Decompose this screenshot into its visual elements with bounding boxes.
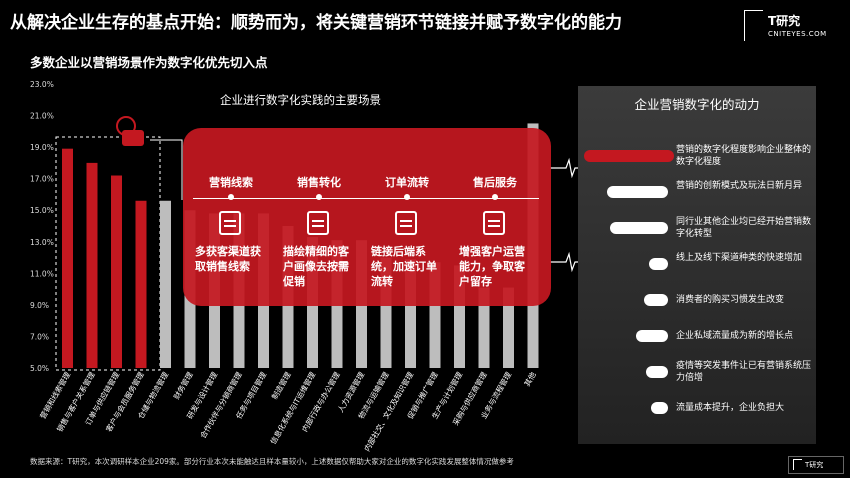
driver-label: 营销的数字化程度影响企业整体的数字化程度 bbox=[676, 145, 812, 167]
driver-bar bbox=[646, 366, 668, 378]
x-tick-label: 财务管理 bbox=[171, 370, 195, 401]
driver-bar bbox=[606, 186, 668, 198]
driver-bar bbox=[650, 402, 668, 414]
driver-bar bbox=[648, 258, 668, 270]
driver-label: 流量成本提升，企业负担大 bbox=[676, 403, 785, 413]
pulse-line-icon bbox=[550, 157, 580, 179]
driver-label: 营销的创新模式及玩法日新月异 bbox=[676, 181, 803, 191]
timeline-dot bbox=[228, 194, 234, 200]
bar bbox=[503, 287, 514, 368]
y-tick-label: 17.0% bbox=[30, 175, 54, 184]
scene-desc: 增强客户运营能力，争取客户留存 bbox=[459, 245, 525, 288]
y-tick-label: 5.0% bbox=[30, 364, 49, 373]
laptop-icon bbox=[303, 208, 333, 238]
logo-mark-icon bbox=[744, 10, 763, 41]
y-tick-label: 23.0% bbox=[30, 80, 54, 89]
driver-label: 疫情等突发事件让已有营销系统压力倍增 bbox=[676, 361, 812, 383]
scene-desc: 描绘精细的客户画像去按需促销 bbox=[283, 245, 349, 288]
bar bbox=[405, 259, 416, 368]
driver-bar bbox=[635, 330, 668, 342]
drivers-panel: 企业营销数字化的动力 营销的数字化程度影响企业整体的数字化程度营销的创新模式及玩… bbox=[578, 86, 816, 444]
driver-label: 消费者的购买习惯发生改变 bbox=[676, 295, 785, 305]
scene-name: 售后服务 bbox=[473, 176, 517, 189]
timeline-line bbox=[193, 198, 539, 199]
scene-desc: 链接后端系统，加速订单流转 bbox=[371, 245, 437, 288]
scene-item: 售后服务增强客户运营能力，争取客户留存 bbox=[455, 174, 535, 288]
section-subtitle: 多数企业以营销场景作为数字化优先切入点 bbox=[30, 55, 268, 70]
scene-desc: 多获客渠道获取销售线索 bbox=[195, 245, 261, 273]
scene-name: 营销线索 bbox=[209, 176, 253, 189]
y-tick-label: 13.0% bbox=[30, 238, 54, 247]
brand-name: T研究 bbox=[768, 14, 801, 28]
y-tick-label: 15.0% bbox=[30, 206, 54, 215]
scene-item: 订单流转链接后端系统，加速订单流转 bbox=[367, 174, 447, 288]
y-tick-label: 19.0% bbox=[30, 143, 54, 152]
timeline-dot bbox=[404, 194, 410, 200]
bar bbox=[62, 148, 73, 368]
profile-card-icon bbox=[215, 208, 245, 238]
bar bbox=[86, 162, 98, 368]
y-tick-label: 9.0% bbox=[30, 301, 49, 310]
x-tick-label: 制造管理 bbox=[269, 370, 293, 401]
bar bbox=[454, 265, 465, 368]
bar bbox=[160, 200, 171, 368]
pulse-line-icon bbox=[550, 251, 580, 273]
wave-icon bbox=[391, 208, 421, 238]
drivers-title: 企业营销数字化的动力 bbox=[634, 97, 760, 112]
driver-label: 同行业其他企业均已经开始营销数字化转型 bbox=[676, 217, 812, 239]
footnote: 数据来源：T研究，本次调研样本企业209家。部分行业本次未能触达且样本量较小，上… bbox=[30, 457, 514, 466]
bar bbox=[478, 287, 490, 368]
scene-item: 营销线索多获客渠道获取销售线索 bbox=[191, 174, 271, 273]
driver-bar bbox=[610, 222, 668, 234]
x-tick-label: 合作伙伴与分销商管理 bbox=[198, 370, 244, 440]
footer-mark-icon bbox=[793, 459, 802, 470]
hand-icon bbox=[122, 130, 144, 146]
driver-label: 企业私域流量成为新的增长点 bbox=[676, 331, 794, 341]
brand-url: CNITEYES.COM bbox=[768, 30, 827, 38]
bar bbox=[429, 262, 441, 368]
y-tick-label: 7.0% bbox=[30, 332, 49, 341]
bar bbox=[111, 175, 122, 368]
connector-line bbox=[150, 139, 183, 200]
driver-label: 线上及线下渠道种类的快速增加 bbox=[676, 253, 803, 263]
scene-item: 销售转化描绘精细的客户画像去按需促销 bbox=[279, 174, 359, 288]
y-tick-label: 11.0% bbox=[30, 269, 54, 278]
page-title: 从解决企业生存的基点开始：顺势而为，将关键营销环节链接并赋予数字化的能力 bbox=[10, 13, 622, 33]
driver-bar bbox=[584, 150, 674, 162]
timeline-dot bbox=[492, 194, 498, 200]
timeline-dot bbox=[316, 194, 322, 200]
footer-brand: T研究 bbox=[805, 461, 824, 469]
x-tick-label: 其他 bbox=[522, 370, 538, 388]
y-tick-label: 21.0% bbox=[30, 112, 54, 121]
chart-title: 企业进行数字化实践的主要场景 bbox=[220, 93, 381, 107]
scene-name: 销售转化 bbox=[297, 176, 341, 189]
bar bbox=[380, 257, 392, 368]
footer-logo: T研究 bbox=[788, 456, 844, 474]
x-tick-label: 信息化系统与IT运维管理 bbox=[268, 370, 318, 446]
group-icon bbox=[479, 208, 509, 238]
driver-bar bbox=[643, 294, 668, 306]
bar bbox=[135, 200, 147, 368]
scene-name: 订单流转 bbox=[385, 176, 429, 189]
scene-overlay: 营销线索 多获客渠道获取销售线索 销售转化 描绘精细的客户画像去按需促销 订单流转 链接后… bbox=[183, 128, 551, 306]
brand-logo: T研究 CNITEYES.COM bbox=[744, 10, 840, 44]
